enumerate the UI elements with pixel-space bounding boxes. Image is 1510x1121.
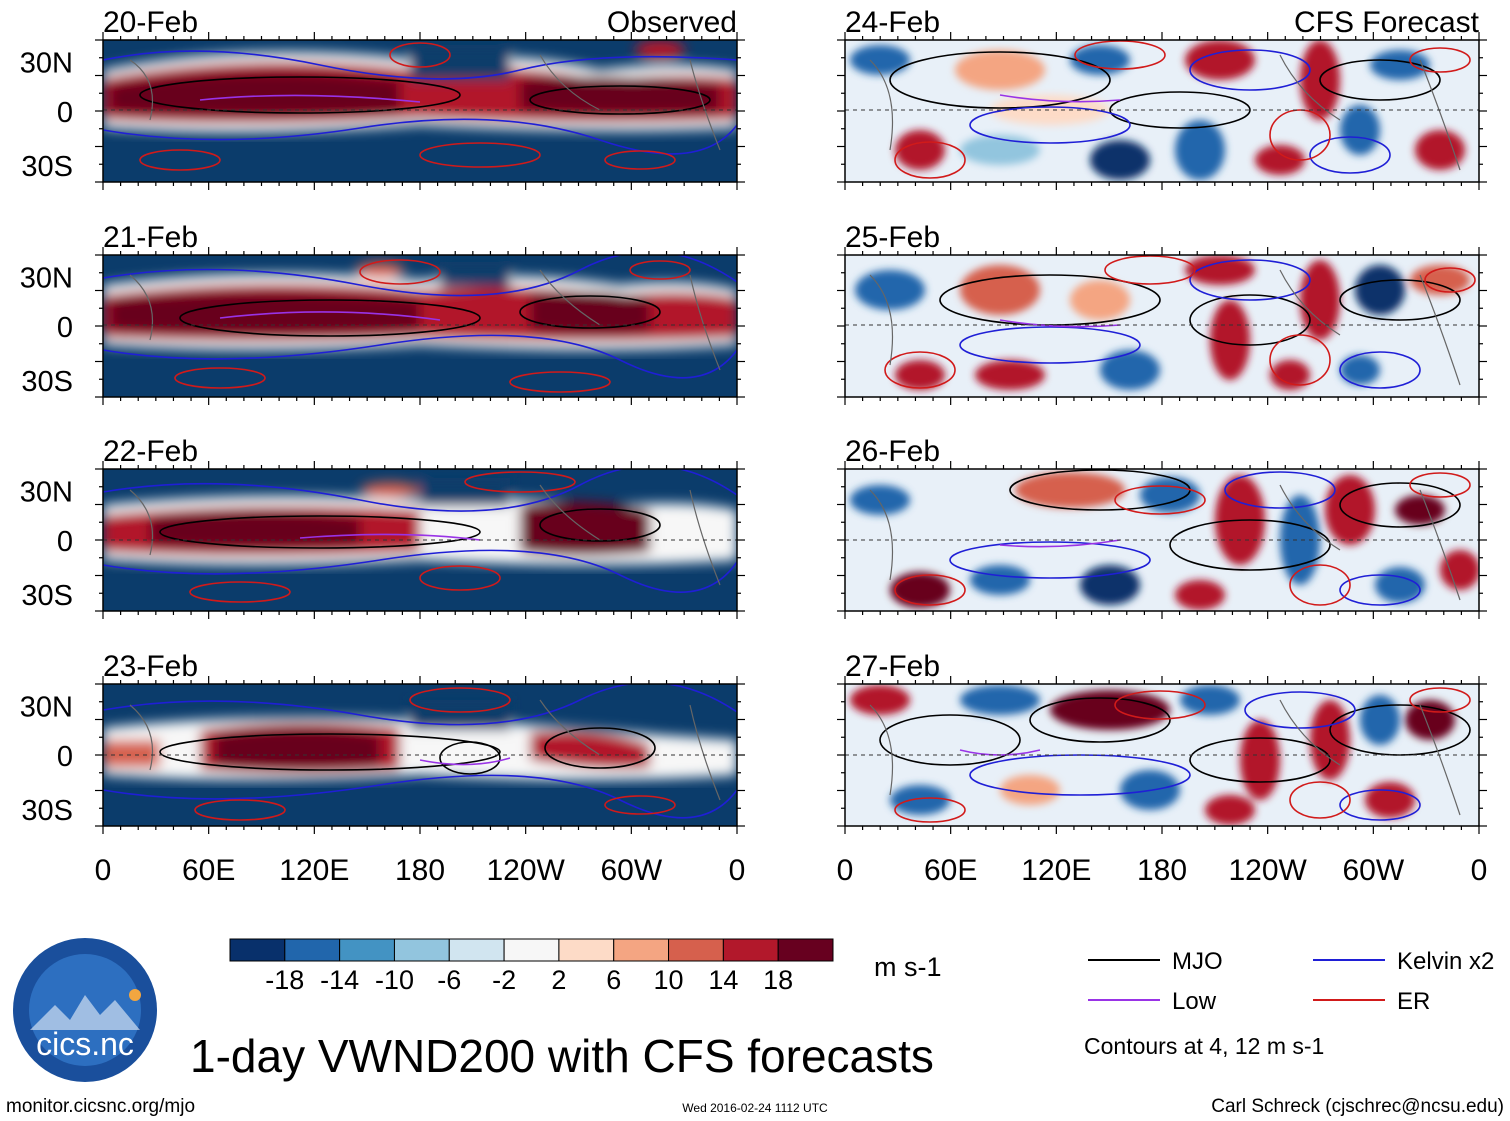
panel-date-label: 24-Feb — [845, 6, 940, 39]
x-tick-label: 180 — [1137, 854, 1187, 887]
x-tick-label: 120W — [486, 854, 565, 887]
panel-labels: 20-Feb Observed 21-Feb 22-Feb 23-Feb 24-Feb CF… — [103, 6, 1480, 683]
colorbar-label: 14 — [708, 965, 738, 995]
cics-logo: cics.nc — [13, 938, 157, 1082]
x-tick-label: 120W — [1228, 854, 1307, 887]
axis-ticks — [95, 32, 1487, 834]
panel-left-1 — [102, 254, 738, 398]
colorbar-swatch — [448, 938, 505, 962]
colorbar-swatch — [503, 938, 560, 962]
panel-date-label: 20-Feb — [103, 6, 198, 39]
colorbar: -18 -14 -10 -6 -2 2 6 10 14 18 — [229, 938, 834, 995]
y-tick-label: 30S — [21, 580, 73, 612]
panel-tag-label: CFS Forecast — [1294, 6, 1480, 39]
panel-tag-label: Observed — [607, 6, 737, 39]
panel-right-2 — [844, 468, 1480, 612]
footer-author: Carl Schreck (cjschrec@ncsu.edu) — [1211, 1096, 1504, 1117]
axis-labels: 30N 0 30S 30N 0 30S 30N 0 30S 30N 0 30S 0 60E 120E 180 1… — [20, 47, 1488, 887]
contour-legend: MJO Kelvin x2 Low ER — [1088, 948, 1494, 1015]
colorbar-swatch — [558, 938, 615, 962]
colorbar-label: -2 — [492, 965, 516, 995]
colorbar-swatch — [722, 938, 779, 962]
colorbar-swatch — [229, 938, 286, 962]
y-tick-label: 30N — [20, 47, 73, 79]
figure-title: 1-day VWND200 with CFS forecasts — [190, 1030, 934, 1082]
colorbar-swatch — [668, 938, 724, 962]
x-tick-label: 0 — [1471, 854, 1488, 887]
colorbar-label: -18 — [265, 965, 304, 995]
colorbar-label: -6 — [437, 965, 461, 995]
colorbar-label: -10 — [375, 965, 414, 995]
colorbar-label: 18 — [763, 965, 793, 995]
colorbar-swatch — [339, 938, 395, 962]
y-tick-label: 0 — [57, 741, 73, 773]
panel-date-label: 21-Feb — [103, 221, 198, 254]
colorbar-label: -14 — [320, 965, 359, 995]
colorbar-swatch — [284, 938, 341, 962]
legend-label: ER — [1397, 988, 1430, 1015]
panel-right-1 — [844, 254, 1480, 398]
logo-mountains — [30, 995, 140, 1030]
colorbar-swatch — [393, 938, 450, 962]
x-tick-label: 0 — [729, 854, 746, 887]
colorbar-swatch — [777, 938, 834, 962]
panel-date-label: 26-Feb — [845, 435, 940, 468]
y-tick-label: 30S — [21, 151, 73, 183]
x-tick-label: 120E — [279, 854, 349, 887]
panel-left-3 — [102, 683, 738, 827]
contour-note: Contours at 4, 12 m s-1 — [1084, 1033, 1324, 1059]
x-tick-label: 60E — [924, 854, 977, 887]
x-tick-label: 60W — [1342, 854, 1404, 887]
x-tick-label: 60E — [182, 854, 235, 887]
colorbar-units: m s-1 — [874, 952, 942, 982]
colorbar-label: 10 — [654, 965, 684, 995]
y-tick-label: 30S — [21, 366, 73, 398]
panel-left-0 — [102, 39, 738, 183]
panel-date-label: 25-Feb — [845, 221, 940, 254]
footer-url: monitor.cicsnc.org/mjo — [6, 1096, 195, 1117]
panel-date-label: 23-Feb — [103, 650, 198, 683]
x-tick-label: 180 — [395, 854, 445, 887]
y-tick-label: 30S — [21, 795, 73, 827]
panel-left-2 — [102, 468, 738, 612]
panel-date-label: 22-Feb — [103, 435, 198, 468]
y-tick-label: 0 — [57, 526, 73, 558]
colorbar-label: 6 — [606, 965, 621, 995]
footer-timestamp: Wed 2016-02-24 1112 UTC — [682, 1101, 828, 1115]
y-tick-label: 30N — [20, 691, 73, 723]
logo-sun — [129, 989, 141, 1001]
legend-label: Low — [1172, 988, 1217, 1015]
panel-right-3 — [844, 683, 1480, 827]
x-tick-label: 0 — [837, 854, 854, 887]
x-tick-label: 120E — [1021, 854, 1091, 887]
y-tick-label: 0 — [57, 97, 73, 129]
x-tick-label: 60W — [600, 854, 662, 887]
x-tick-label: 0 — [95, 854, 112, 887]
colorbar-label: 2 — [551, 965, 566, 995]
legend-label: MJO — [1172, 948, 1223, 975]
y-tick-label: 30N — [20, 476, 73, 508]
y-tick-label: 0 — [57, 312, 73, 344]
panel-date-label: 27-Feb — [845, 650, 940, 683]
y-tick-label: 30N — [20, 262, 73, 294]
panel-right-0 — [844, 39, 1480, 183]
logo-text: cics.nc — [36, 1026, 134, 1062]
legend-label: Kelvin x2 — [1397, 948, 1494, 975]
colorbar-swatch — [613, 938, 670, 962]
